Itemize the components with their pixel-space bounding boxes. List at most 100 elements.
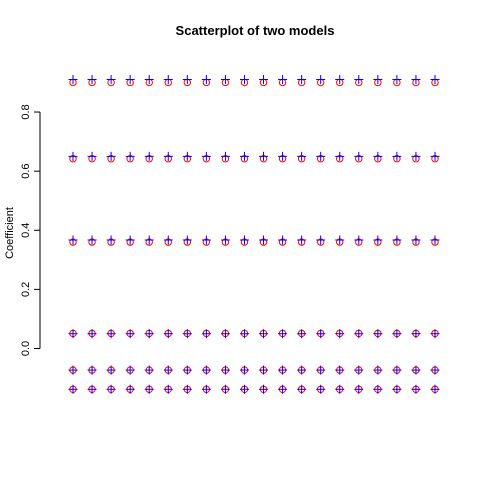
point-model-2-plus: [220, 384, 230, 394]
point-model-2-plus: [373, 75, 383, 85]
point-model-2-plus: [87, 384, 97, 394]
point-model-2-plus: [125, 329, 135, 339]
point-model-2-plus: [354, 235, 364, 245]
point-model-2-plus: [144, 365, 154, 375]
point-model-2-plus: [106, 151, 116, 161]
point-model-2-plus: [411, 384, 421, 394]
point-model-2-plus: [201, 235, 211, 245]
point-model-2-plus: [239, 75, 249, 85]
point-model-2-plus: [68, 384, 78, 394]
point-model-2-plus: [430, 384, 440, 394]
point-model-2-plus: [297, 151, 307, 161]
point-model-2-plus: [316, 365, 326, 375]
point-model-2-plus: [411, 151, 421, 161]
point-model-2-plus: [278, 384, 288, 394]
point-model-2-plus: [392, 384, 402, 394]
point-model-2-plus: [278, 329, 288, 339]
point-model-2-plus: [239, 365, 249, 375]
point-model-2-plus: [373, 384, 383, 394]
point-model-2-plus: [220, 235, 230, 245]
y-tick-label: 0.8: [20, 104, 32, 119]
point-model-2-plus: [144, 151, 154, 161]
y-tick-label: 0.2: [20, 282, 32, 297]
point-model-2-plus: [278, 235, 288, 245]
point-model-2-plus: [430, 235, 440, 245]
point-model-2-plus: [125, 235, 135, 245]
point-model-2-plus: [163, 151, 173, 161]
point-model-2-plus: [411, 75, 421, 85]
point-model-2-plus: [106, 75, 116, 85]
point-model-2-plus: [335, 365, 345, 375]
point-model-2-plus: [335, 151, 345, 161]
point-model-2-plus: [87, 75, 97, 85]
point-model-2-plus: [297, 235, 307, 245]
point-model-2-plus: [335, 329, 345, 339]
point-model-2-plus: [297, 75, 307, 85]
point-model-2-plus: [411, 235, 421, 245]
y-axis-label: Coefficient: [4, 207, 16, 259]
point-model-2-plus: [259, 329, 269, 339]
point-model-2-plus: [201, 384, 211, 394]
point-model-2-plus: [316, 75, 326, 85]
point-model-2-plus: [278, 75, 288, 85]
point-model-2-plus: [316, 151, 326, 161]
point-model-2-plus: [220, 151, 230, 161]
point-model-2-plus: [144, 329, 154, 339]
point-model-2-plus: [259, 384, 269, 394]
point-model-2-plus: [144, 75, 154, 85]
y-tick-label: 0.6: [20, 163, 32, 178]
data-points: [68, 75, 440, 394]
point-model-2-plus: [106, 235, 116, 245]
point-model-2-plus: [430, 365, 440, 375]
point-model-2-plus: [87, 235, 97, 245]
point-model-2-plus: [316, 384, 326, 394]
point-model-2-plus: [373, 365, 383, 375]
point-model-2-plus: [354, 329, 364, 339]
y-tick-label: 0.4: [20, 223, 32, 238]
point-model-2-plus: [201, 151, 211, 161]
point-model-2-plus: [392, 329, 402, 339]
point-model-2-plus: [335, 235, 345, 245]
point-model-2-plus: [106, 365, 116, 375]
chart-title: Scatterplot of two models: [176, 23, 335, 38]
point-model-2-plus: [182, 329, 192, 339]
point-model-2-plus: [259, 235, 269, 245]
point-model-2-plus: [144, 235, 154, 245]
point-model-2-plus: [430, 151, 440, 161]
point-model-2-plus: [220, 75, 230, 85]
point-model-2-plus: [392, 365, 402, 375]
point-model-2-plus: [239, 329, 249, 339]
point-model-2-plus: [373, 329, 383, 339]
point-model-2-plus: [430, 75, 440, 85]
point-model-2-plus: [259, 151, 269, 161]
point-model-2-plus: [335, 75, 345, 85]
point-model-2-plus: [430, 329, 440, 339]
point-model-2-plus: [354, 151, 364, 161]
point-model-2-plus: [316, 235, 326, 245]
point-model-2-plus: [297, 329, 307, 339]
point-model-2-plus: [335, 384, 345, 394]
point-model-2-plus: [87, 365, 97, 375]
point-model-2-plus: [259, 75, 269, 85]
point-model-2-plus: [163, 384, 173, 394]
point-model-2-plus: [68, 151, 78, 161]
point-model-2-plus: [278, 365, 288, 375]
point-model-2-plus: [163, 329, 173, 339]
point-model-2-plus: [411, 329, 421, 339]
point-model-2-plus: [239, 384, 249, 394]
point-model-2-plus: [163, 365, 173, 375]
y-axis: 0.0 0.2 0.4 0.6 0.8: [20, 104, 41, 356]
point-model-2-plus: [125, 384, 135, 394]
point-model-2-plus: [239, 235, 249, 245]
point-model-2-plus: [182, 365, 192, 375]
point-model-2-plus: [68, 329, 78, 339]
point-model-2-plus: [278, 151, 288, 161]
point-model-2-plus: [68, 75, 78, 85]
point-model-2-plus: [411, 365, 421, 375]
point-model-2-plus: [201, 75, 211, 85]
point-model-2-plus: [392, 75, 402, 85]
point-model-2-plus: [182, 384, 192, 394]
point-model-2-plus: [144, 384, 154, 394]
point-model-2-plus: [182, 151, 192, 161]
